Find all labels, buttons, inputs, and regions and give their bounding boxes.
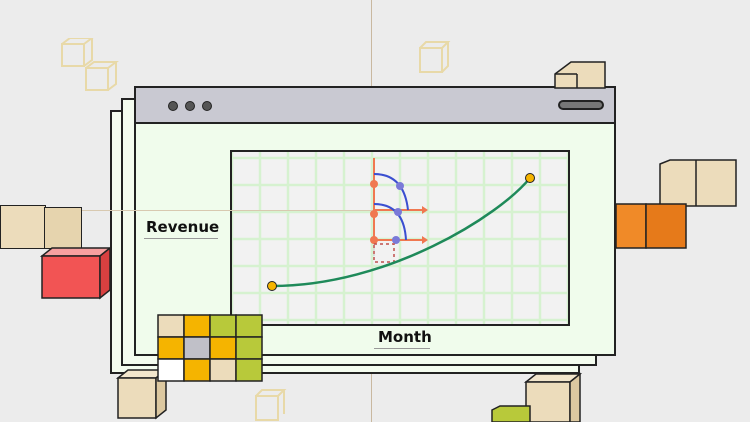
handle-point-1 xyxy=(370,180,378,188)
revenue-curve[interactable] xyxy=(271,177,531,288)
window-pill-handle[interactable] xyxy=(558,100,604,110)
chart-window xyxy=(134,86,616,356)
cube-red-left xyxy=(40,246,112,300)
window-dot-3[interactable] xyxy=(202,101,212,111)
wireframe-cube-bottom xyxy=(255,389,287,421)
mosaic-tile xyxy=(235,314,263,338)
mosaic-tile xyxy=(183,358,211,382)
mosaic-tile xyxy=(157,336,185,360)
plot-grid xyxy=(232,152,568,324)
plot-svg xyxy=(232,152,568,324)
mosaic-tile xyxy=(209,336,237,360)
window-dot-2[interactable] xyxy=(185,101,195,111)
handle-point-2 xyxy=(396,182,404,190)
mosaic-tile xyxy=(209,314,237,338)
x-axis-label-underline xyxy=(374,348,430,349)
y-axis-label-underline xyxy=(144,238,218,239)
handle-point-4 xyxy=(394,208,402,216)
mosaic-tile xyxy=(157,358,185,382)
mosaic-tile xyxy=(209,358,237,382)
mosaic-tile xyxy=(157,314,185,338)
cube-green-bottom xyxy=(491,405,531,422)
bezier-handles-widget[interactable] xyxy=(370,158,428,263)
mosaic-tile xyxy=(183,336,211,360)
mosaic-tile-block xyxy=(157,314,263,382)
window-dot-1[interactable] xyxy=(168,101,178,111)
curve-start-point[interactable] xyxy=(267,281,277,291)
wireframe-cube-top-middle xyxy=(419,41,451,73)
window-titlebar xyxy=(136,88,614,124)
handle-point-6 xyxy=(392,236,400,244)
wireframe-cubes-top-left xyxy=(61,38,119,91)
handle-point-3 xyxy=(370,210,378,218)
cube-beige-right xyxy=(659,159,737,207)
y-axis-label: Revenue xyxy=(146,218,220,236)
cube-orange-right xyxy=(615,203,687,249)
mosaic-tile xyxy=(183,314,211,338)
mosaic-tile xyxy=(235,336,263,360)
cube-beige-top-right xyxy=(554,61,606,89)
mosaic-tile xyxy=(235,358,263,382)
plot-area xyxy=(230,150,570,326)
cube-beige-bottom-left xyxy=(116,368,168,420)
curve-end-point[interactable] xyxy=(525,173,535,183)
handle-point-5 xyxy=(370,236,378,244)
guide-line-horizontal xyxy=(0,210,372,211)
x-axis-label: Month xyxy=(378,328,432,346)
